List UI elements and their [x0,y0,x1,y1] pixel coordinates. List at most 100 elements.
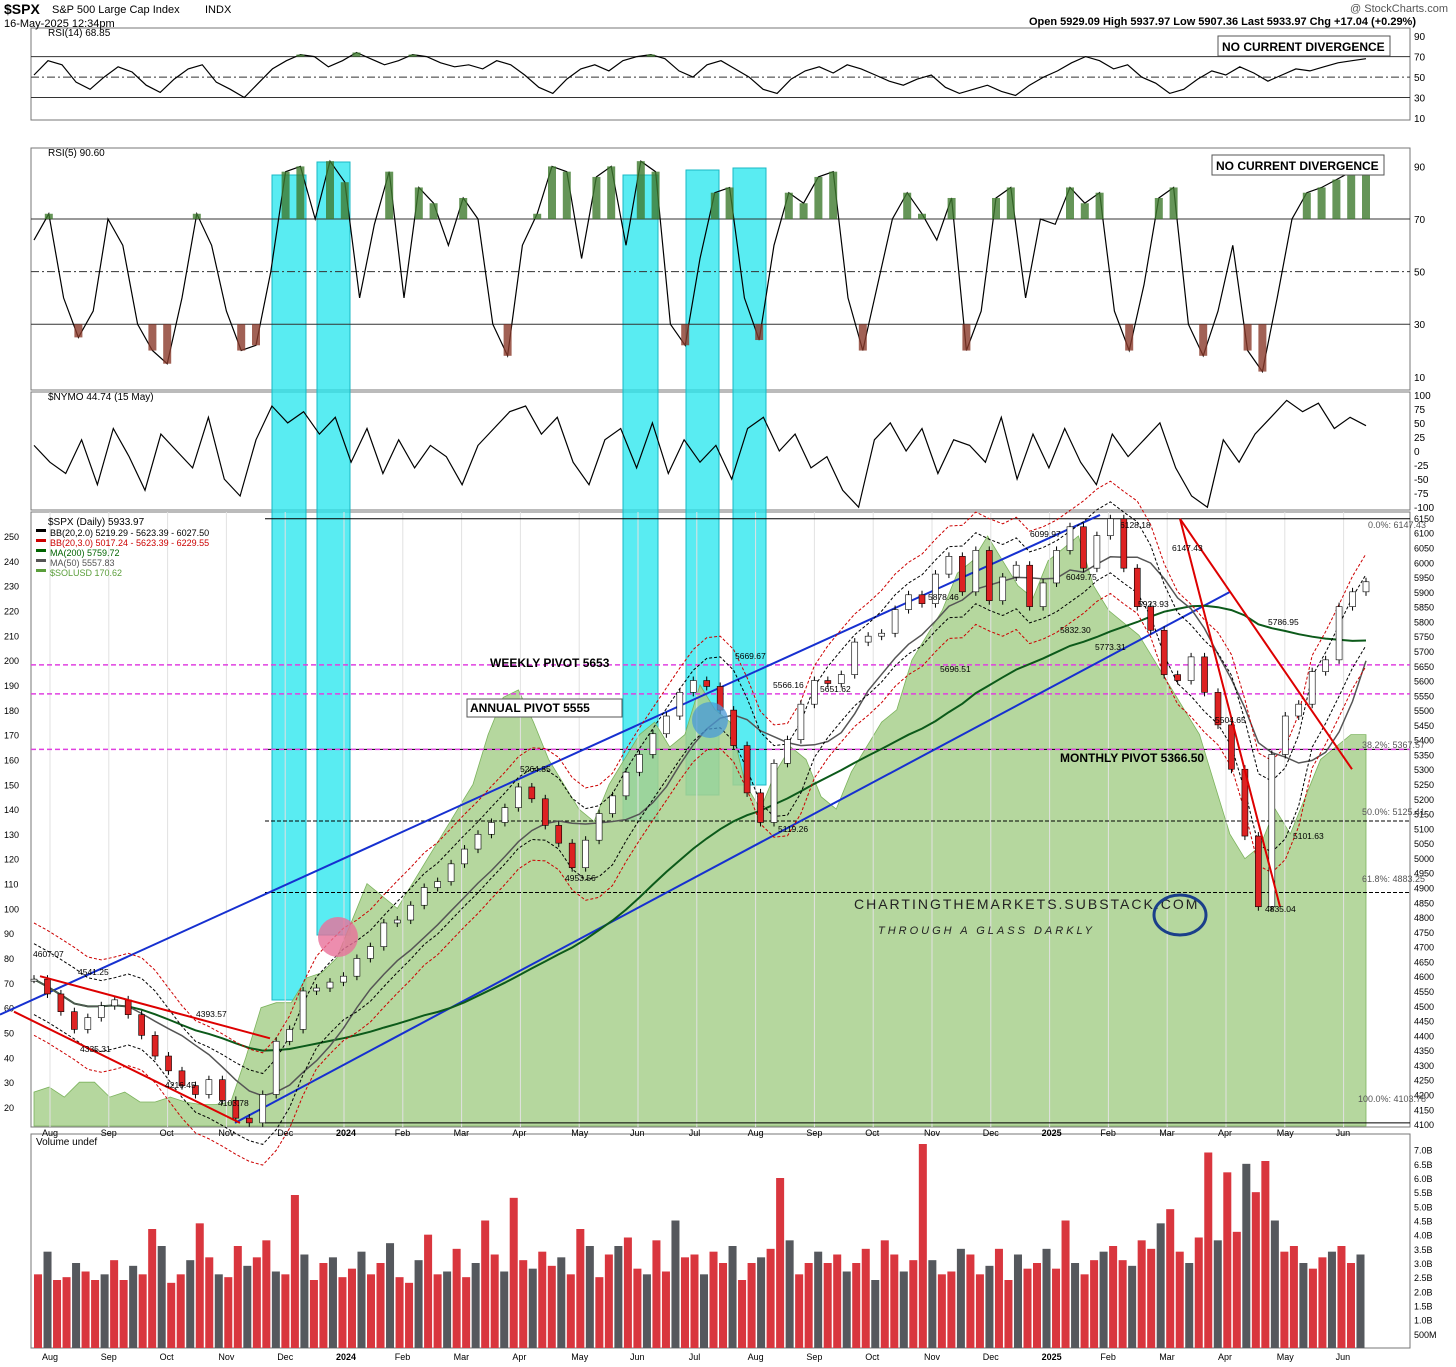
candle-body [1308,671,1316,705]
price-title: $SPX (Daily) 5933.97 [48,517,145,528]
legend-label: MA(200) 5759.72 [50,548,120,558]
solusd-tick-left: 140 [4,805,19,815]
volume-bar [509,1197,518,1348]
osc1-line [33,159,1367,374]
volume-bar [500,1271,509,1348]
volume-bar [766,1248,775,1348]
swing-label: 4953.56 [565,873,596,883]
volume-bar [62,1277,71,1348]
price-tick-right: 4400 [1414,1031,1434,1041]
volume-bar [357,1251,366,1348]
osc2-tick: 100 [1414,391,1431,402]
solusd-tick-left: 210 [4,631,19,641]
volume-bar [81,1271,90,1348]
volume-bar [690,1254,699,1348]
volume-x-tick-label: May [571,1352,589,1362]
volume-bar [1013,1254,1022,1348]
candle-body [407,904,415,921]
volume-bar [661,1271,670,1348]
candle-body [1026,564,1033,607]
volume-bar [1042,1248,1051,1348]
candle-body [1214,692,1222,726]
volume-bar [1004,1280,1013,1348]
x-tick-label: 2024 [336,1128,356,1138]
candle-body [1268,754,1276,908]
legend-swatch [36,539,46,542]
volume-x-tick-label: Mar [1159,1352,1175,1362]
candle-body [528,786,536,800]
solusd-tick-left: 120 [4,855,19,865]
swing-label: 4541.25 [78,967,109,977]
candle-body [1187,656,1195,681]
volume-bar [176,1274,185,1348]
volume-bar [1299,1263,1308,1348]
upper-trendline [0,514,1101,1016]
osc1-overbought-fill [385,171,394,220]
swing-label: 4216.45 [165,1080,196,1090]
volume-bar [785,1240,794,1348]
osc0-overbought-fill [352,52,361,57]
solusd-tick-left: 110 [4,880,18,890]
price-tick-right: 5400 [1414,736,1434,746]
swing-label: 5566.16 [773,680,804,690]
solusd-tick-left: 30 [4,1078,14,1088]
swing-label: 5651.62 [820,684,851,694]
osc1-overbought-fill [814,176,823,220]
x-tick-label: Nov [924,1128,941,1138]
osc2-tick: -75 [1414,489,1429,500]
osc1-overbought-fill [44,213,53,220]
osc2-tick: -100 [1414,503,1434,514]
volume-x-tick-label: Sep [101,1352,117,1362]
volume-bar [1308,1268,1317,1348]
volume-bar [224,1277,233,1348]
volume-bar [680,1257,689,1348]
osc1-title: RSI(5) 90.60 [48,148,105,159]
volume-bar [1128,1265,1137,1348]
highlight-band-1 [316,161,351,936]
candle-body [837,674,845,684]
osc1-overbought-fill [592,176,601,220]
price-tick-right: 5000 [1414,854,1434,864]
swing-label: 5878.46 [928,592,959,602]
volume-bar [557,1257,566,1348]
osc1-annotation: NO CURRENT DIVERGENCE [1216,159,1379,173]
volume-bar [890,1254,899,1348]
price-tick-right: 4800 [1414,913,1434,923]
swing-label: 4393.57 [196,1009,227,1019]
solusd-tick-left: 190 [4,681,19,691]
volume-bar [1137,1240,1146,1348]
panel-frame-3 [30,511,1411,1128]
volume-x-tick-label: 2024 [336,1352,356,1362]
osc1-oversold-fill [755,324,764,341]
osc1-overbought-fill [947,197,956,220]
price-tick-right: 6000 [1414,558,1434,568]
price-tick-right: 5100 [1414,824,1434,834]
candle-body [703,680,711,687]
x-tick-label: Jun [630,1128,645,1138]
osc2-tick: 50 [1414,419,1426,430]
volume-bar [623,1237,632,1348]
candle-body [770,763,778,823]
candle-body [1255,835,1262,908]
candle-body [743,745,751,794]
candle-body [797,703,805,740]
osc1-overbought-fill [281,171,290,220]
ma200-line [33,604,1367,1052]
volume-bar [871,1280,880,1348]
candle-body [57,993,65,1012]
candle-body [636,754,643,773]
osc0-tick: 90 [1414,32,1426,43]
osc1-overbought-fill [340,182,349,220]
bb2-lower [33,572,1367,1145]
volume-bar [462,1277,471,1348]
volume-bar [1204,1152,1213,1348]
volume-bar [233,1246,242,1348]
swing-label: 5119.26 [778,824,808,834]
x-tick-label: May [1277,1128,1295,1138]
volume-bar [347,1268,356,1348]
osc1-overbought-fill [1006,187,1015,220]
volume-x-tick-label: Sep [806,1352,822,1362]
candle-body [97,1005,105,1018]
volume-bar [1213,1240,1222,1348]
volume-tick: 4.5B [1414,1217,1433,1227]
